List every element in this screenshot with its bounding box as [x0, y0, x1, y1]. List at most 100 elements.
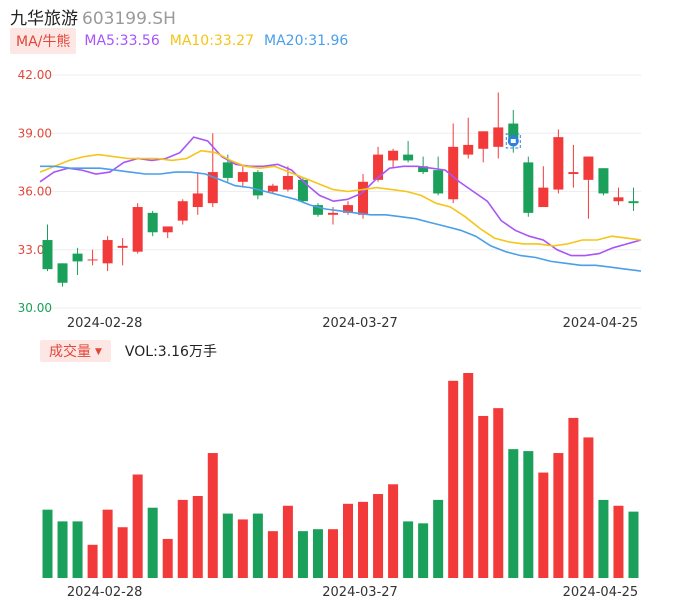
- price-axis-label: 39.00: [18, 126, 52, 140]
- candlestick: [448, 146, 459, 200]
- volume-bar: [568, 417, 579, 578]
- volume-indicator-selector[interactable]: 成交量 ▼: [40, 340, 111, 362]
- volume-bar: [418, 523, 429, 578]
- candlestick: [433, 170, 444, 194]
- candlestick: [327, 212, 338, 215]
- candlestick: [613, 197, 624, 202]
- volume-bar: [312, 529, 323, 578]
- date-axis-label: 2024-04-25: [563, 316, 639, 331]
- volume-bar: [373, 494, 384, 578]
- candlestick: [72, 253, 83, 262]
- volume-bar: [252, 513, 263, 578]
- candlestick: [102, 240, 113, 264]
- volume-bar: [72, 521, 83, 578]
- volume-bar: [207, 453, 218, 578]
- price-axis-label: 42.00: [18, 68, 52, 82]
- price-axis-label: 36.00: [18, 185, 52, 199]
- candlestick: [598, 168, 609, 194]
- candlestick: [403, 154, 414, 161]
- candlestick: [117, 245, 128, 248]
- candlestick: [177, 201, 188, 221]
- candlestick: [237, 172, 248, 182]
- candlestick: [538, 187, 549, 208]
- volume-bar: [343, 503, 354, 578]
- candlestick: [147, 212, 158, 233]
- candlestick: [373, 154, 384, 180]
- stock-name: 九华旅游: [10, 9, 78, 29]
- volume-bar: [132, 474, 143, 578]
- candlestick: [628, 201, 639, 204]
- candlestick: [312, 205, 323, 215]
- candlestick: [523, 162, 534, 213]
- candlestick: [463, 144, 474, 155]
- candlestick: [87, 259, 98, 261]
- volume-bar: [523, 451, 534, 578]
- volume-bar: [628, 511, 639, 578]
- ma5-label: MA5:33.56: [84, 33, 160, 49]
- date-axis-label: 2024-03-27: [322, 316, 398, 331]
- volume-bar: [57, 521, 68, 578]
- volume-bar: [448, 380, 459, 578]
- date-axis-label: 2024-02-28: [67, 585, 143, 600]
- ma20-label: MA20:31.96: [264, 33, 349, 49]
- candlestick: [358, 181, 369, 215]
- volume-bar: [222, 513, 233, 578]
- candlestick: [207, 172, 218, 204]
- candlestick: [297, 179, 308, 202]
- volume-bar: [102, 509, 113, 578]
- volume-bar: [282, 505, 293, 578]
- candlestick: [252, 172, 263, 196]
- ma20-line: [40, 165, 642, 272]
- volume-bar: [177, 499, 188, 578]
- volume-bar: [267, 531, 278, 578]
- candlestick: [508, 123, 519, 140]
- date-axis-label: 2024-02-28: [67, 316, 143, 331]
- volume-bar: [87, 544, 98, 578]
- volume-bar: [297, 531, 308, 578]
- date-axis-label: 2024-04-25: [563, 585, 639, 600]
- ma10-line: [39, 149, 642, 247]
- candlestick: [418, 166, 429, 173]
- volume-bar: [538, 472, 549, 578]
- volume-bar: [117, 527, 128, 578]
- ma-indicator-selector[interactable]: MA/牛熊: [10, 28, 77, 54]
- ma10-label: MA10:33.27: [169, 33, 255, 49]
- candlestick: [57, 263, 68, 283]
- candlestick: [267, 185, 278, 192]
- volume-bar: [553, 453, 564, 578]
- volume-bar: [583, 437, 594, 578]
- dropdown-arrow-icon: ▼: [95, 347, 102, 357]
- volume-bar: [463, 373, 474, 578]
- ma-legend: MA/牛熊 MA5:33.56 MA10:33.27 MA20:31.96: [10, 28, 358, 54]
- marker-icon-glyph: [510, 139, 516, 144]
- volume-bar: [358, 501, 369, 578]
- volume-bar: [403, 521, 414, 578]
- volume-bar: [237, 519, 248, 578]
- candlestick: [162, 226, 173, 233]
- candlestick: [343, 205, 354, 213]
- volume-bar: [478, 415, 489, 578]
- candlestick: [583, 156, 594, 180]
- marker-frame: [505, 133, 521, 149]
- volume-legend: 成交量 ▼ VOL:3.16万手: [40, 340, 217, 362]
- candlestick: [282, 175, 293, 190]
- candlestick: [553, 137, 564, 190]
- candlestick: [493, 127, 504, 147]
- volume-tag-label: 成交量: [49, 344, 91, 360]
- candlestick: [192, 193, 203, 208]
- volume-bar: [162, 538, 173, 578]
- candlestick: [132, 207, 143, 252]
- volume-bar: [508, 449, 519, 578]
- stock-code: 603199.SH: [82, 9, 176, 29]
- volume-bar: [42, 509, 53, 578]
- candlestick: [388, 150, 399, 161]
- volume-bar: [147, 507, 158, 578]
- price-axis-label: 30.00: [18, 301, 52, 315]
- stock-title: 九华旅游 603199.SH: [10, 4, 176, 29]
- volume-value-label: VOL:3.16万手: [124, 344, 217, 360]
- volume-bar: [613, 505, 624, 578]
- volume-bar: [192, 496, 203, 578]
- ma5-line: [39, 136, 642, 257]
- volume-bar: [327, 529, 338, 578]
